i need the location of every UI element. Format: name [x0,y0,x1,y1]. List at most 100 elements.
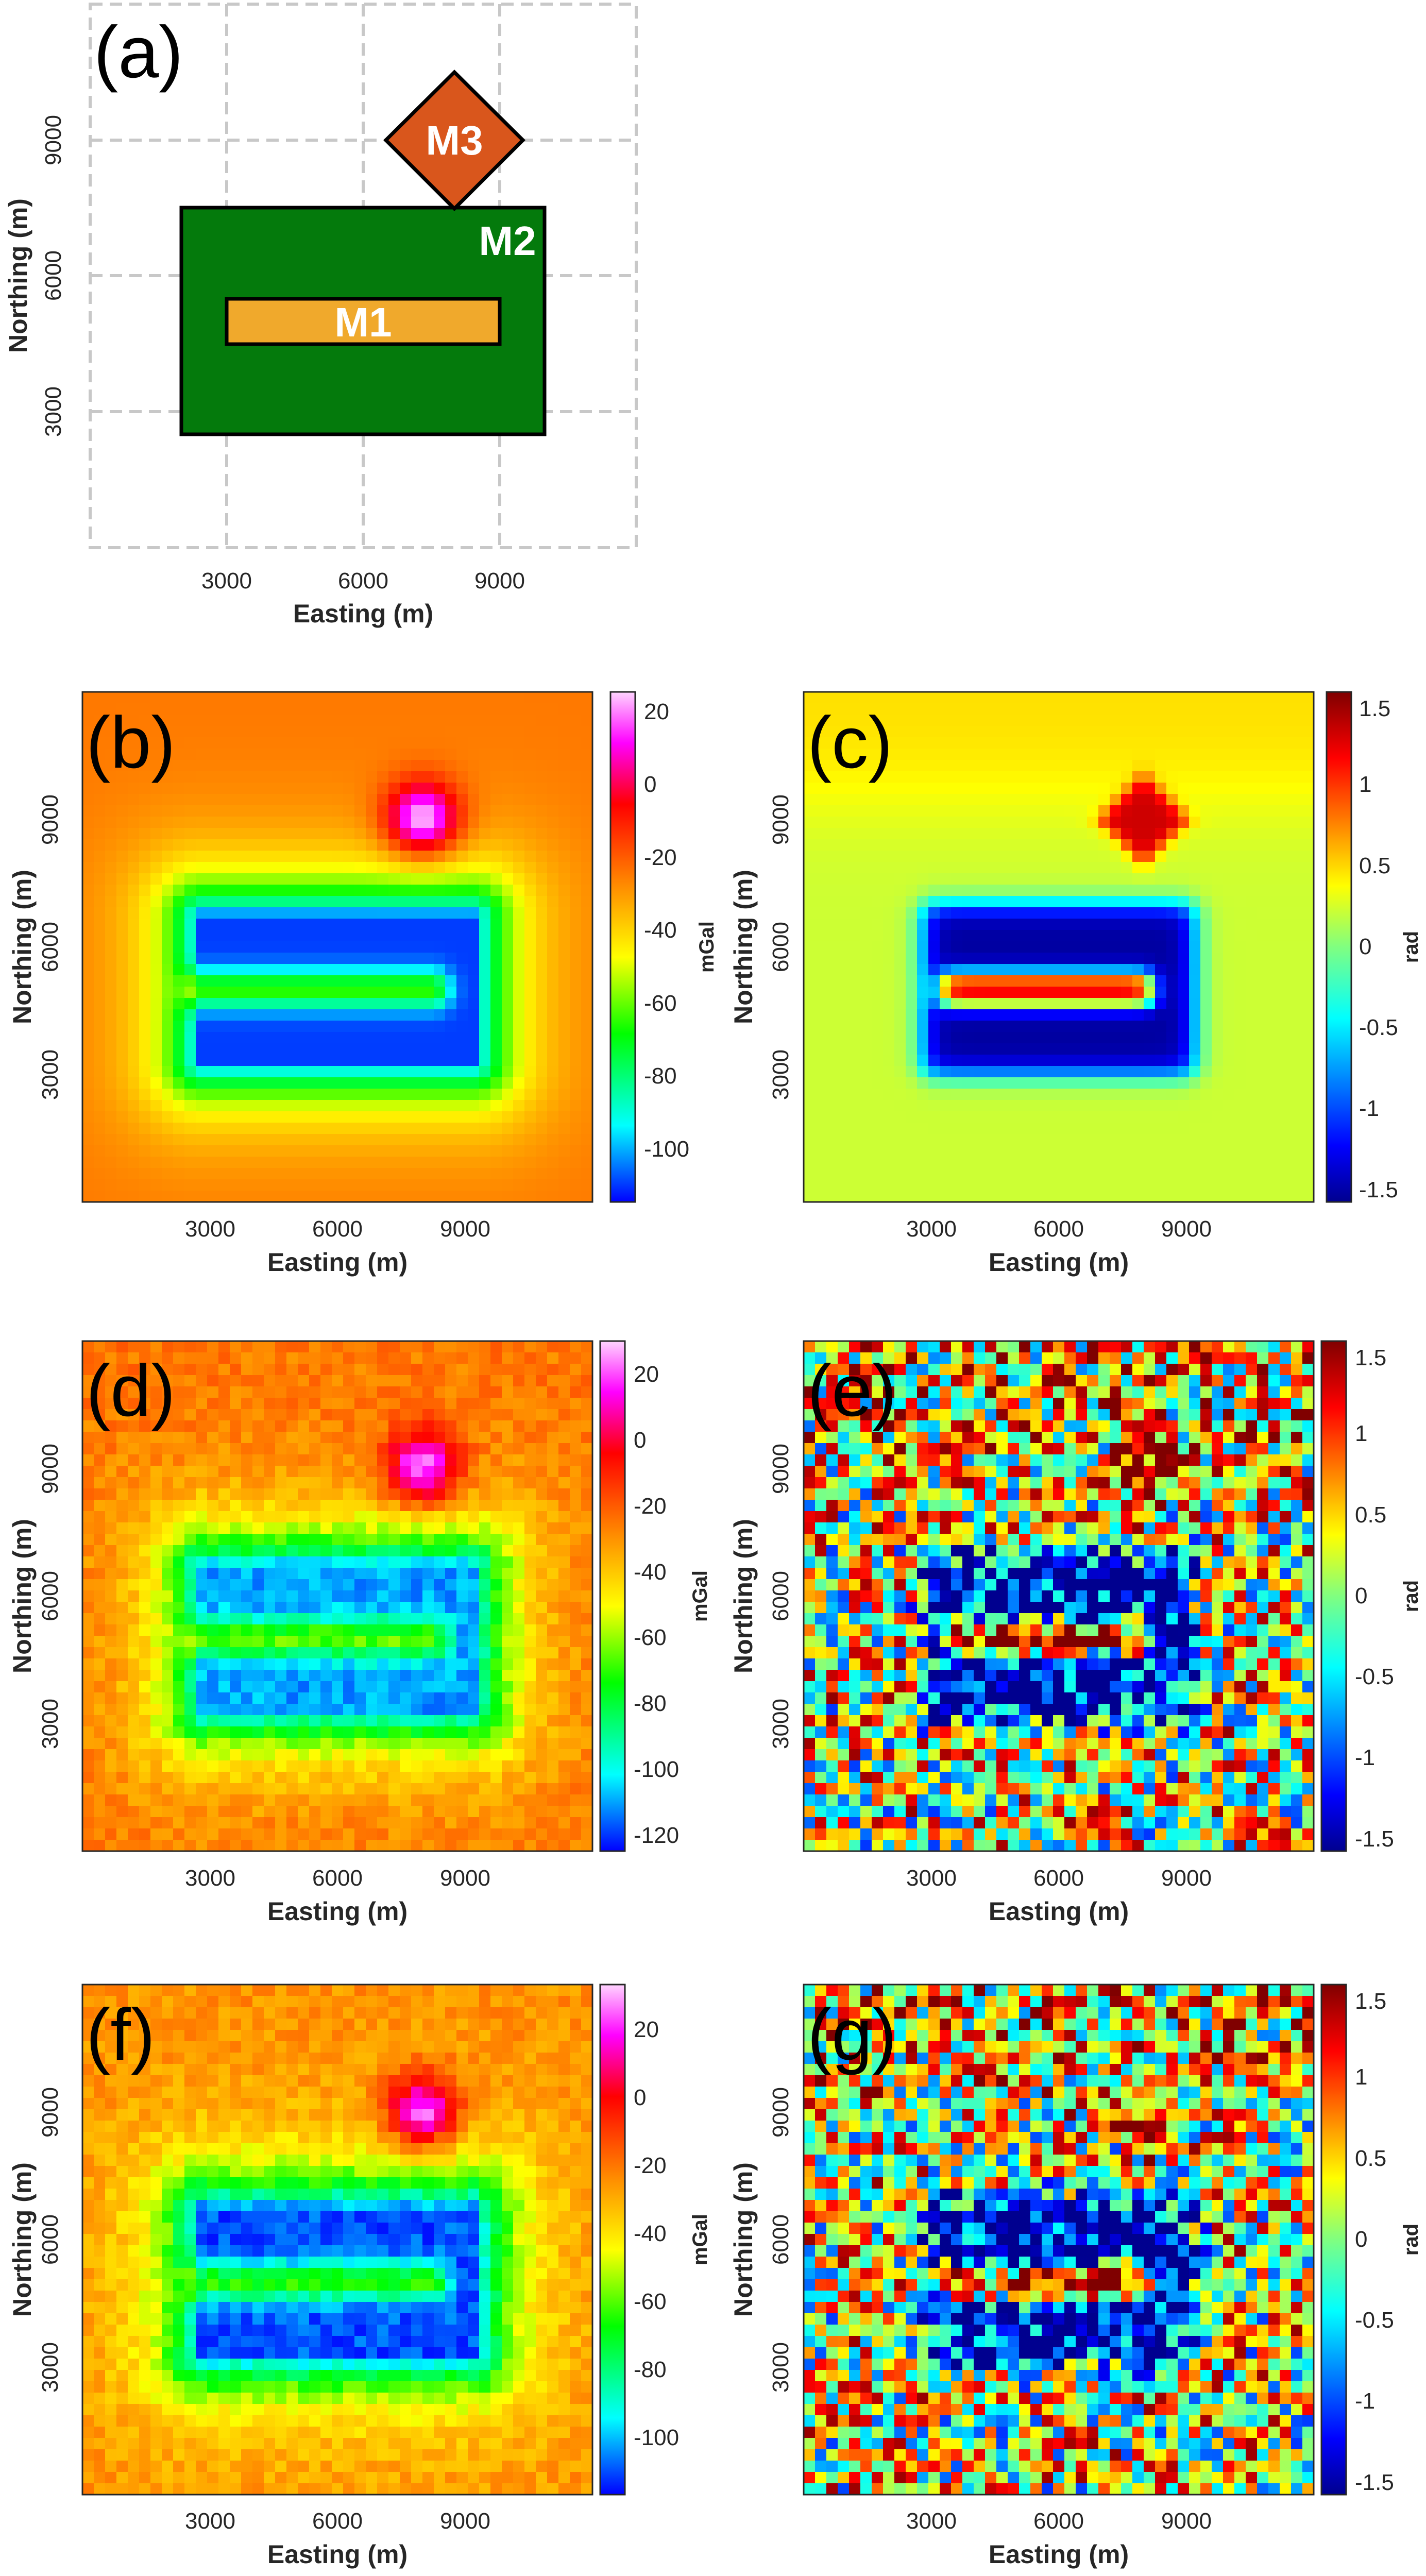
heatmap-cell [1053,1032,1065,1044]
heatmap-cell [1076,1009,1088,1021]
heatmap-cell [1291,998,1303,1010]
heatmap-cell [377,1043,389,1055]
heatmap-cell [524,1364,536,1376]
heatmap-cell [906,1055,918,1066]
heatmap-cell [490,1500,502,1512]
heatmap-cell [173,1398,185,1410]
heatmap-cell [377,1454,389,1466]
heatmap-cell [1246,703,1258,715]
heatmap-cell [230,1157,242,1168]
heatmap-cell [996,726,1008,738]
heatmap-cell [838,1111,850,1123]
heatmap-cell [343,1123,355,1134]
heatmap-cell [1246,760,1258,772]
heatmap-cell [388,1500,400,1512]
heatmap-cell [513,1364,525,1376]
heatmap-cell [196,828,208,840]
heatmap-cell [1019,828,1031,840]
heatmap-cell [1019,1009,1031,1021]
heatmap-cell [82,794,94,806]
heatmap-cell [207,715,219,726]
heatmap-cell [298,817,310,828]
heatmap-cell [184,941,196,953]
heatmap-cell [1302,703,1314,715]
heatmap-cell [82,715,94,726]
heatmap-cell [1302,828,1314,840]
heatmap-cell [275,1077,287,1089]
heatmap-cell [139,1522,151,1534]
heatmap-cell [1076,1123,1088,1134]
y-tick-label: 3000 [38,1049,63,1100]
heatmap-cell [1291,817,1303,828]
heatmap-cell [996,1032,1008,1044]
heatmap-cell [150,1522,162,1534]
heatmap-cell [286,726,298,738]
heatmap-cell [1246,919,1258,930]
heatmap-cell [354,760,366,772]
heatmap-cell [162,771,174,783]
heatmap-cell [928,919,940,930]
heatmap-cell [1121,1043,1133,1055]
heatmap-cell [184,1055,196,1066]
heatmap-cell [207,1500,219,1512]
heatmap-cell [1019,953,1031,964]
heatmap-cell [94,692,106,704]
heatmap-cell [1087,862,1099,874]
heatmap-cell [196,1179,208,1191]
heatmap-cell [524,1409,536,1421]
heatmap-cell [928,862,940,874]
heatmap-cell [1064,1111,1076,1123]
heatmap-cell [872,1077,884,1089]
heatmap-cell [196,1466,208,1478]
heatmap-cell [1076,851,1088,862]
heatmap-cell [252,1341,264,1353]
heatmap-cell [815,1134,827,1146]
heatmap-cell [1121,1179,1133,1191]
heatmap-cell [1200,1123,1212,1134]
heatmap-cell [513,1009,525,1021]
heatmap-cell [581,760,593,772]
heatmap-cell [388,1157,400,1168]
heatmap-cell [1200,862,1212,874]
heatmap-cell [894,975,906,987]
heatmap-cell [332,1352,344,1364]
y-axis-label: Northing (m) [729,870,758,1024]
heatmap-cell [894,1089,906,1100]
heatmap-cell [1223,783,1235,794]
heatmap-cell [1246,1043,1258,1055]
heatmap-cell [82,975,94,987]
heatmap-cell [1166,953,1178,964]
heatmap-cell [1076,873,1088,885]
heatmap-cell [940,1055,952,1066]
heatmap-cell [536,930,548,942]
heatmap-cell [1212,941,1224,953]
heatmap-cell [434,805,446,817]
heatmap-cell [872,885,884,896]
heatmap-cell [94,1145,106,1157]
heatmap-cell [894,828,906,840]
heatmap-cell [388,1375,400,1387]
heatmap-cell [951,1145,963,1157]
heatmap-cell [252,1522,264,1534]
heatmap-cell [1144,1089,1156,1100]
heatmap-cell [162,1364,174,1376]
heatmap-cell [1166,919,1178,930]
heatmap-cell [354,1134,366,1146]
heatmap-cell [445,839,457,851]
heatmap-cell [309,1466,321,1478]
heatmap-cell [411,1420,423,1432]
heatmap-cell [411,873,423,885]
heatmap-cell [860,1145,872,1157]
heatmap-cell [139,1021,151,1032]
heatmap-cell [230,1545,242,1557]
heatmap-cell [1189,828,1201,840]
heatmap-cell [815,930,827,942]
heatmap-cell [838,1055,850,1066]
heatmap-cell [241,1066,253,1078]
heatmap-cell [196,1364,208,1376]
heatmap-cell [962,987,974,998]
heatmap-cell [184,964,196,976]
heatmap-cell [581,1352,593,1364]
heatmap-cell [230,919,242,930]
heatmap-cell [298,998,310,1010]
